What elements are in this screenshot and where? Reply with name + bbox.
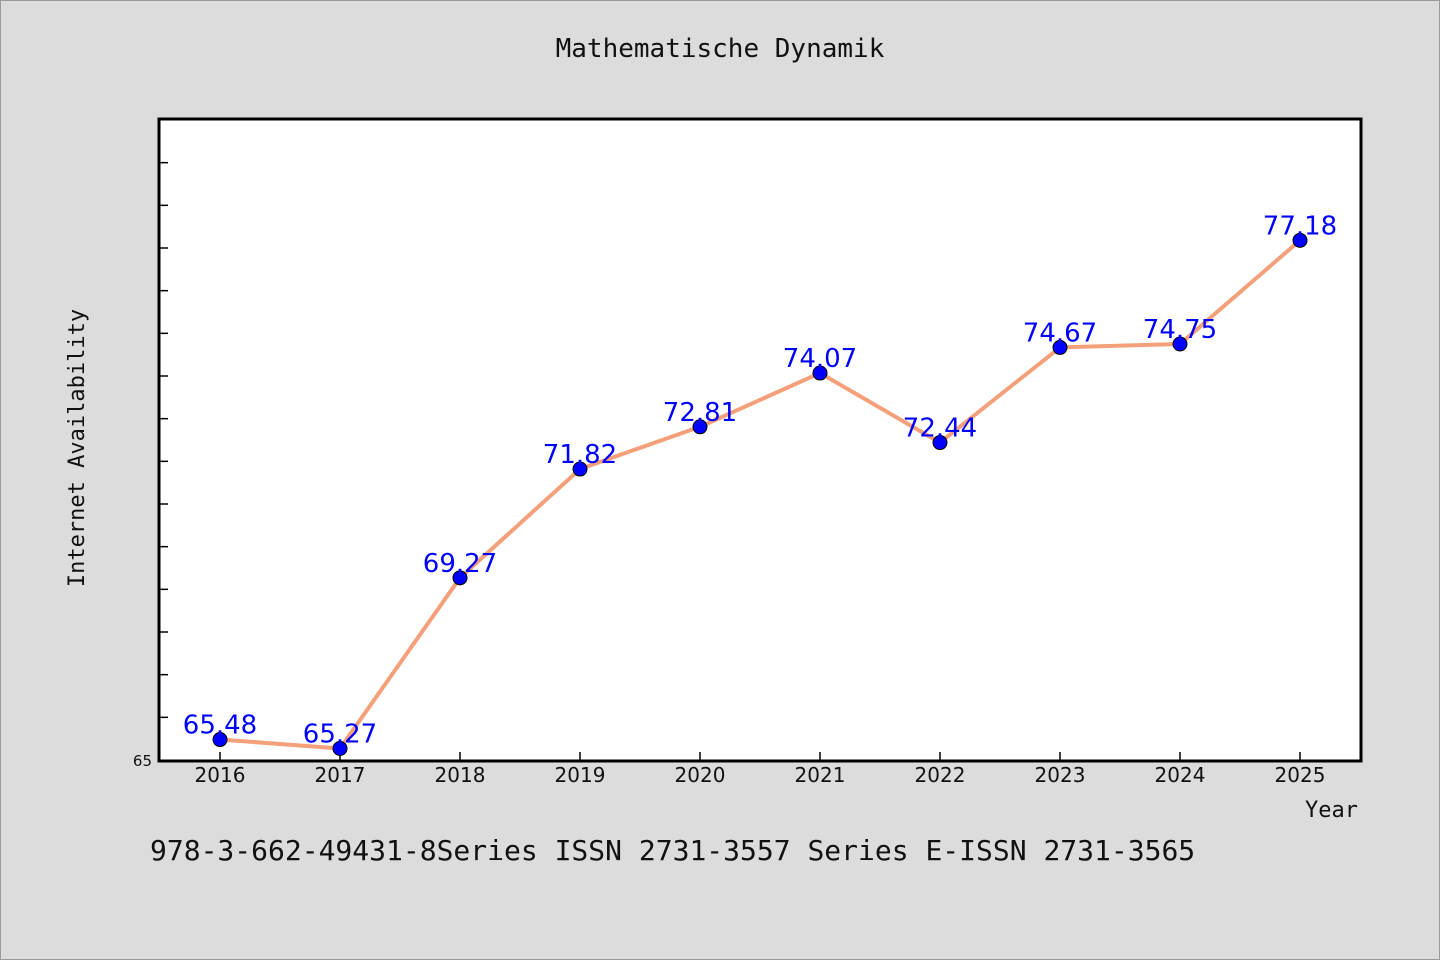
x-axis-label: Year — [1305, 798, 1358, 823]
data-label: 69.27 — [423, 549, 497, 579]
x-tick-label: 2020 — [675, 763, 726, 787]
y-axis-label: Internet Availability — [65, 309, 90, 587]
data-label: 74.67 — [1023, 318, 1097, 348]
series-markers — [212, 232, 1308, 756]
data-point — [1052, 339, 1068, 355]
data-label: 74.75 — [1143, 315, 1217, 345]
data-label: 71.82 — [543, 440, 617, 470]
x-tick-label: 2023 — [1035, 763, 1086, 787]
plot-area — [157, 117, 1363, 763]
x-tick-label: 2018 — [435, 763, 486, 787]
series-line — [219, 238, 1302, 751]
data-label: 77.18 — [1263, 211, 1337, 241]
x-tick-label: 2025 — [1275, 763, 1326, 787]
footer-isbn-text: 978-3-662-49431-8Series ISSN 2731-3557 S… — [150, 834, 1196, 867]
data-point — [692, 419, 708, 435]
y-tick-label: 65 — [133, 752, 152, 770]
data-point — [812, 365, 828, 381]
data-point — [1172, 336, 1188, 352]
x-tick-label: 2021 — [795, 763, 846, 787]
data-point — [932, 435, 948, 451]
data-label: 74.07 — [783, 344, 857, 374]
x-tick-label: 2019 — [555, 763, 606, 787]
data-labels: 65.48 65.27 69.27 71.82 72.81 74.07 72.44 74.67… — [183, 211, 1337, 749]
x-tick-label: 2016 — [195, 763, 246, 787]
data-label: 72.81 — [663, 398, 737, 428]
x-tick-label: 2022 — [915, 763, 966, 787]
x-axis-ticks: 2016 2017 2018 2019 2020 2021 2022 2023 2024 2025 — [195, 752, 1326, 787]
data-label: 65.27 — [303, 719, 377, 749]
data-point — [1292, 232, 1308, 248]
chart-title: Mathematische Dynamik — [555, 34, 885, 64]
x-tick-label: 2017 — [315, 763, 366, 787]
data-point — [572, 461, 588, 477]
data-point — [332, 740, 348, 756]
data-point — [212, 732, 228, 748]
data-label: 65.48 — [183, 711, 257, 741]
data-point — [452, 570, 468, 586]
x-tick-label: 2024 — [1155, 763, 1206, 787]
data-label: 72.44 — [903, 414, 977, 444]
y-axis-ticks — [160, 161, 168, 719]
